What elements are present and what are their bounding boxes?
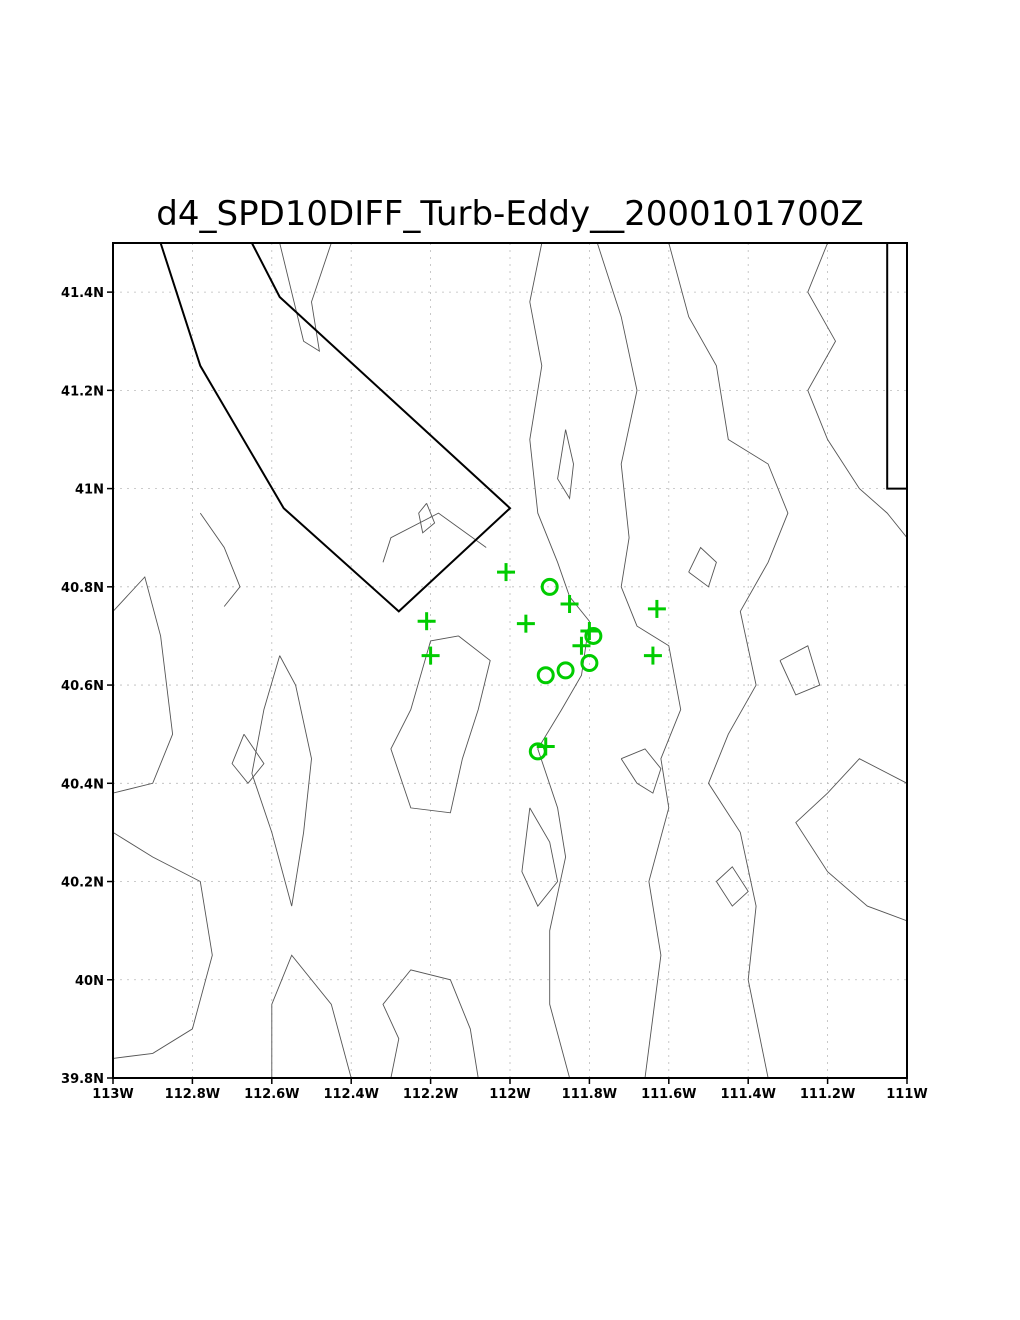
contour-line — [688, 546, 717, 588]
contour-line — [521, 807, 559, 907]
plus-marker — [560, 595, 579, 614]
lat-tick-label: 40N — [75, 974, 104, 989]
contour-line — [279, 243, 332, 353]
lat-tick-label: 39.8N — [61, 1072, 104, 1087]
contour-line — [113, 832, 213, 1059]
contour-line — [557, 429, 574, 500]
lon-tick-label: 111.4W — [720, 1087, 775, 1102]
lon-tick-label: 112.8W — [165, 1087, 220, 1102]
circle-marker — [556, 661, 575, 680]
plus-marker — [516, 614, 535, 633]
lon-tick-label: 112.2W — [403, 1087, 458, 1102]
lon-tick-label: 112W — [489, 1087, 530, 1102]
contour-line — [418, 503, 436, 534]
plot-frame — [112, 242, 908, 1079]
lon-tick-label: 112.4W — [323, 1087, 378, 1102]
circle-marker — [528, 742, 547, 761]
boundary-line — [886, 243, 907, 490]
plus-marker — [497, 563, 516, 582]
contour-line — [113, 576, 174, 794]
circle-marker — [540, 577, 559, 596]
contour-line — [807, 243, 907, 538]
boundary-line — [159, 243, 512, 613]
station-markers — [417, 563, 666, 761]
map-title: d4_SPD10DIFF_Turb-Eddy__2000101700Z — [156, 194, 863, 234]
contour-line — [779, 645, 821, 696]
lat-tick-label: 41.4N — [61, 286, 104, 301]
contour-lines — [113, 243, 907, 1078]
lon-tick-label: 111.2W — [800, 1087, 855, 1102]
contour-line — [716, 866, 749, 907]
lon-tick-label: 113W — [92, 1087, 133, 1102]
circle-marker — [580, 653, 599, 672]
contour-line — [390, 635, 491, 814]
lon-tick-label: 111.8W — [562, 1087, 617, 1102]
contour-line — [382, 512, 487, 563]
circle-marker — [536, 666, 555, 685]
lat-tick-label: 40.4N — [61, 777, 104, 792]
contour-line — [199, 512, 241, 607]
state-boundaries — [159, 243, 907, 613]
lon-tick-label: 111.6W — [641, 1087, 696, 1102]
plus-marker — [572, 636, 591, 655]
contour-line — [620, 748, 662, 794]
lat-tick-label: 40.8N — [61, 581, 104, 596]
circle-marker — [584, 626, 603, 645]
lat-tick-label: 41.2N — [61, 384, 104, 399]
contour-line — [668, 243, 789, 1078]
lat-tick-label: 40.2N — [61, 876, 104, 891]
contour-line — [271, 954, 352, 1078]
lon-tick-label: 111W — [886, 1087, 927, 1102]
contour-line — [795, 758, 907, 922]
contour-line — [382, 969, 479, 1078]
contour-line — [231, 733, 265, 785]
contour-line — [251, 655, 312, 907]
lat-tick-label: 41N — [75, 483, 104, 498]
plus-marker — [643, 646, 662, 665]
axes: 113W 112.8W 112.6W 112.4W 112.2W 112W 111.8W 11… — [61, 286, 928, 1102]
contour-line — [529, 243, 590, 1078]
plus-marker — [417, 612, 436, 631]
lat-tick-label: 40.6N — [61, 679, 104, 694]
lon-tick-label: 112.6W — [244, 1087, 299, 1102]
plus-marker — [421, 646, 440, 665]
plus-marker — [647, 599, 666, 618]
contour-line — [596, 243, 682, 1078]
gridlines — [113, 243, 907, 1078]
